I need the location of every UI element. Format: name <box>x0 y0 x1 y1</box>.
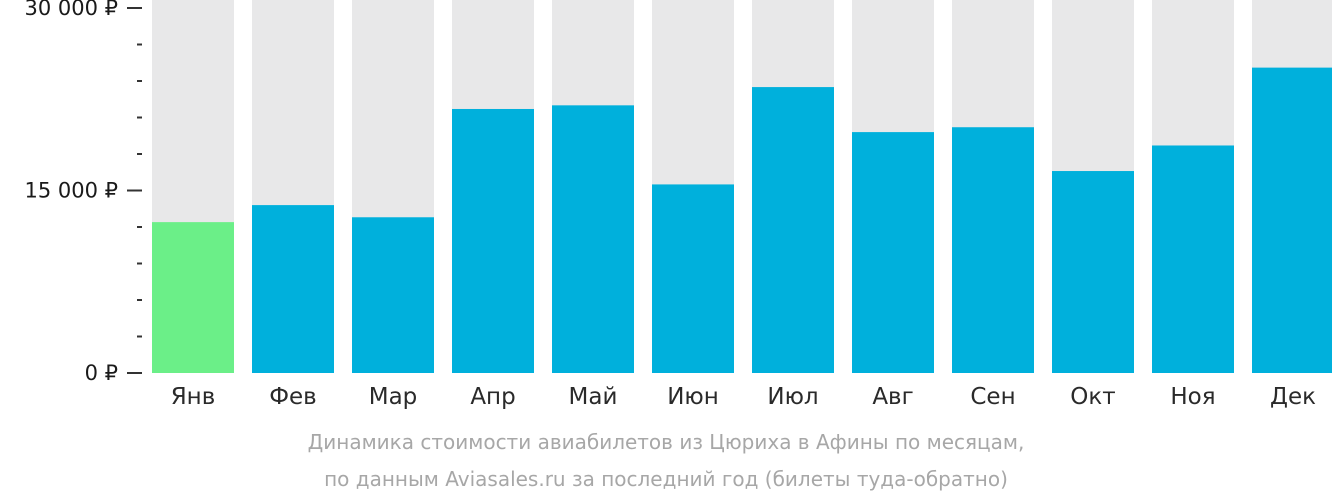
price-bar-chart: 0 ₽ 15 000 ₽ 30 000 ₽ Янв Фев Мар Апр Май Июн Ию… <box>24 0 1332 410</box>
x-tick-label: Дек <box>1270 384 1316 410</box>
bar[interactable] <box>252 205 334 373</box>
bar[interactable] <box>752 87 834 373</box>
chart-caption-line-1: Динамика стоимости авиабилетов из Цюриха… <box>307 430 1025 454</box>
x-tick-label: Июл <box>767 384 818 410</box>
x-tick-label: Сен <box>970 384 1015 410</box>
x-tick-label: Фев <box>269 384 317 410</box>
bar[interactable] <box>1052 171 1134 373</box>
x-tick-label: Янв <box>171 384 216 410</box>
bar[interactable] <box>352 217 434 373</box>
chart-caption-line-2: по данным Aviasales.ru за последний год … <box>324 467 1008 491</box>
x-tick-label: Окт <box>1070 384 1115 410</box>
bar[interactable] <box>452 108 534 373</box>
x-tick-label: Июн <box>667 384 719 410</box>
x-tick-label: Авг <box>872 384 913 410</box>
x-tick-label: Апр <box>470 384 515 410</box>
bar[interactable] <box>852 132 934 373</box>
bars <box>152 67 1332 373</box>
y-tick-label: 0 ₽ <box>85 361 118 385</box>
y-axis: 0 ₽ 15 000 ₽ 30 000 ₽ <box>24 0 142 385</box>
y-tick-label: 30 000 ₽ <box>24 0 118 20</box>
bar[interactable] <box>152 222 234 373</box>
bar[interactable] <box>1152 145 1234 373</box>
x-tick-label: Май <box>569 384 618 410</box>
bar[interactable] <box>1252 67 1332 373</box>
bar[interactable] <box>552 105 634 373</box>
x-tick-label: Мар <box>369 384 418 410</box>
bar[interactable] <box>952 127 1034 373</box>
y-tick-label: 15 000 ₽ <box>24 179 118 203</box>
bar[interactable] <box>652 184 734 373</box>
x-tick-label: Ноя <box>1170 384 1215 410</box>
x-axis: Янв Фев Мар Апр Май Июн Июл Авг Сен Окт Ноя Дек <box>171 384 1316 410</box>
